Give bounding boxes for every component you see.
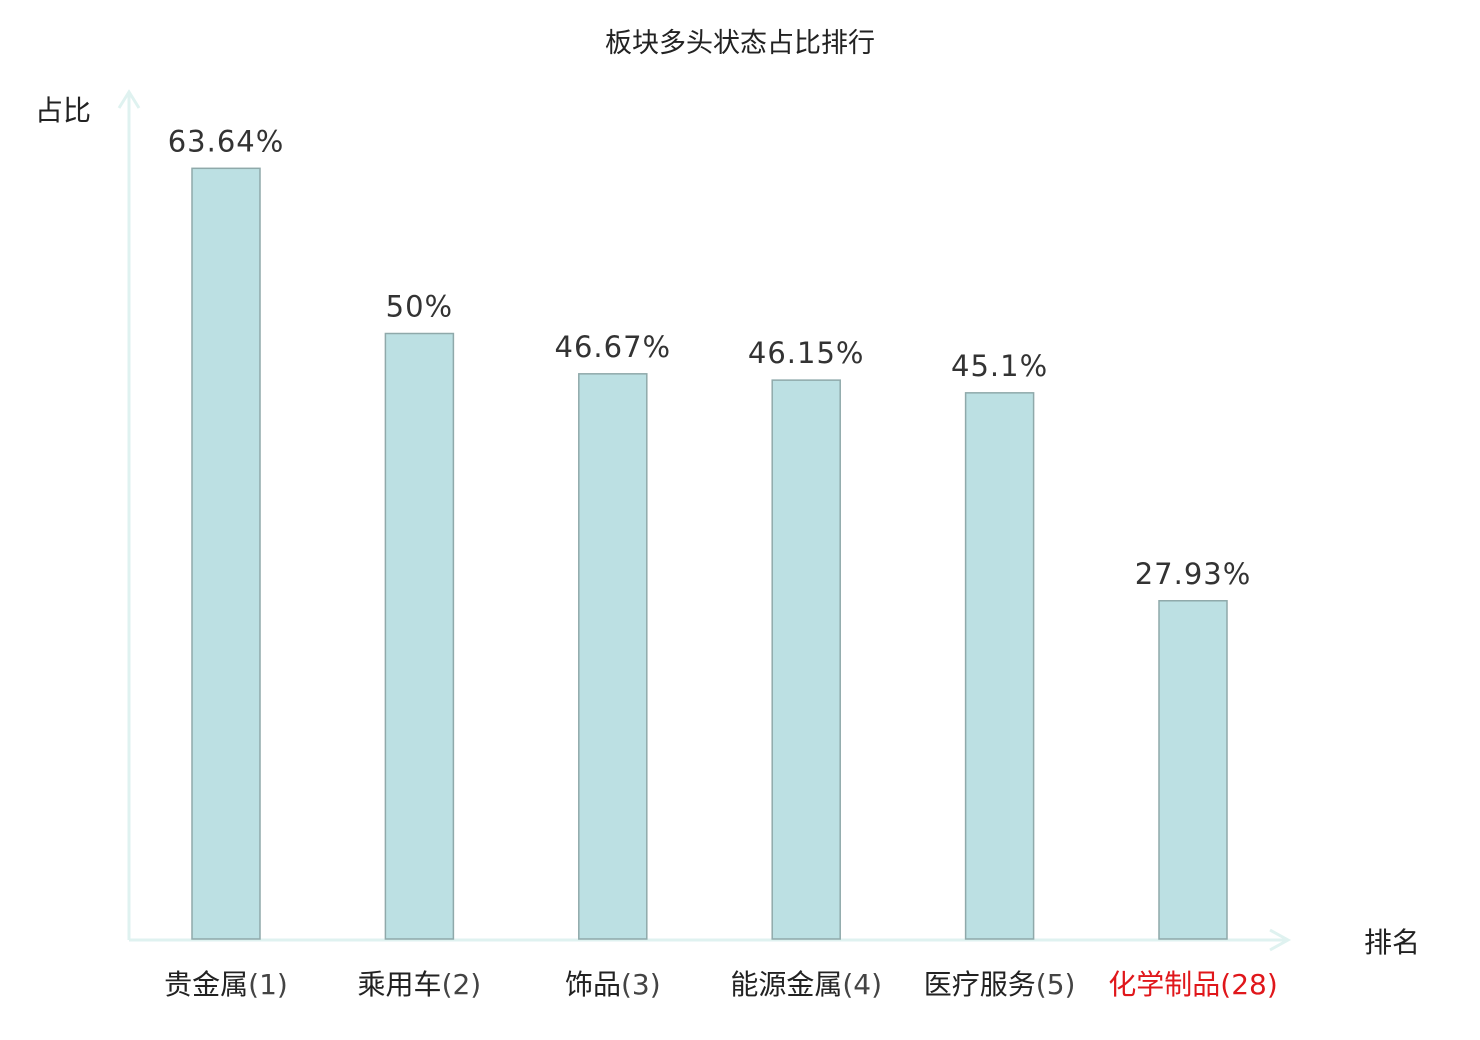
x-axis: [129, 928, 1292, 952]
bar-4: [771, 379, 841, 940]
x-tick-label: 能源金属(4): [730, 968, 882, 1001]
x-tick-label: 乘用车(2): [358, 968, 482, 1001]
category-rank: (3): [621, 968, 661, 1001]
bar-2: [384, 332, 455, 940]
x-tick-label: 医疗服务(5): [924, 968, 1076, 1001]
category-name: 饰品: [565, 968, 621, 1001]
category-name: 乘用车: [358, 968, 442, 1001]
category-name: 贵金属: [164, 968, 248, 1001]
category-name: 化学制品: [1108, 968, 1220, 1001]
bar-3: [578, 373, 648, 940]
category-name: 能源金属: [730, 968, 842, 1001]
x-tick-label: 饰品(3): [565, 968, 661, 1001]
category-rank: (4): [842, 968, 882, 1001]
category-rank: (28): [1220, 968, 1277, 1001]
category-rank: (5): [1036, 968, 1076, 1001]
chart-title: 板块多头状态占比排行: [605, 28, 875, 59]
bar-5: [964, 392, 1035, 940]
data-label: 63.64%: [168, 124, 285, 158]
x-tick-label: 贵金属(1): [164, 968, 288, 1001]
x-axis-label: 排名: [1364, 926, 1420, 959]
y-axis: [117, 89, 141, 940]
x-tick-label: 化学制品(28): [1108, 968, 1278, 1001]
bar-1: [191, 167, 261, 940]
y-axis-label: 占比: [35, 94, 91, 127]
category-rank: (2): [442, 968, 482, 1001]
category-rank: (1): [248, 968, 288, 1001]
data-label: 46.15%: [748, 336, 865, 370]
data-label: 27.93%: [1135, 557, 1252, 591]
data-label: 46.67%: [555, 330, 672, 364]
data-label: 50%: [386, 290, 453, 324]
bar-6: [1158, 600, 1228, 940]
data-label: 45.1%: [951, 349, 1048, 383]
category-name: 医疗服务: [924, 968, 1036, 1001]
